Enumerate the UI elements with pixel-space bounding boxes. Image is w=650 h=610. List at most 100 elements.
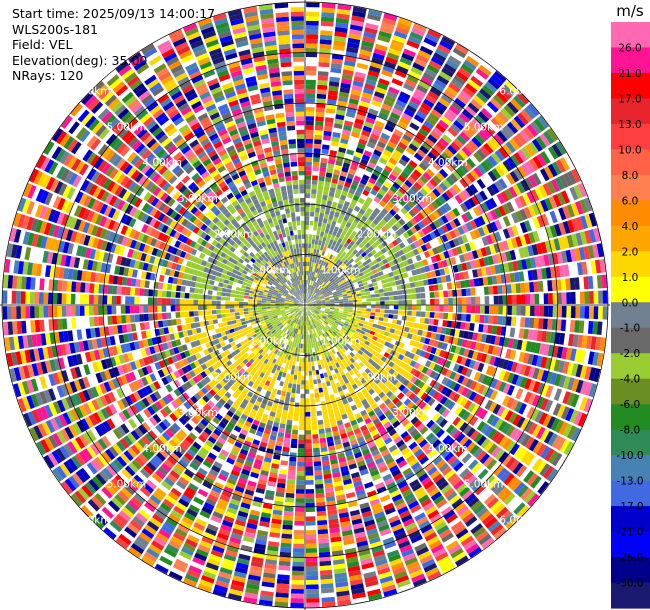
velocity-gate xyxy=(412,62,425,72)
velocity-gate xyxy=(318,240,322,246)
velocity-gate xyxy=(306,561,318,567)
velocity-gate xyxy=(435,428,445,438)
velocity-gate xyxy=(571,233,579,247)
velocity-gate xyxy=(315,309,321,312)
velocity-gate xyxy=(547,433,558,447)
velocity-gate xyxy=(373,453,382,461)
velocity-gate xyxy=(324,319,329,324)
velocity-gate xyxy=(328,355,333,362)
velocity-gate xyxy=(400,348,407,356)
velocity-gate xyxy=(329,365,334,371)
velocity-gate xyxy=(510,361,518,373)
velocity-gate xyxy=(417,221,425,229)
velocity-gate xyxy=(306,25,319,31)
velocity-gate xyxy=(490,480,503,493)
velocity-gate xyxy=(403,434,412,443)
velocity-gate xyxy=(403,204,412,212)
velocity-gate xyxy=(316,230,321,236)
velocity-gate xyxy=(557,360,566,373)
velocity-gate xyxy=(588,212,597,227)
velocity-gate xyxy=(351,15,365,23)
velocity-gate xyxy=(294,365,299,371)
velocity-gate xyxy=(330,303,335,305)
velocity-gate xyxy=(343,311,348,314)
velocity-gate xyxy=(330,287,336,292)
velocity-gate xyxy=(362,429,370,436)
velocity-gate xyxy=(588,229,597,243)
velocity-gate xyxy=(305,120,314,126)
velocity-gate xyxy=(193,496,204,506)
velocity-gate xyxy=(375,256,382,263)
velocity-gate xyxy=(305,430,312,435)
velocity-gate xyxy=(499,87,512,100)
velocity-gate xyxy=(313,312,317,317)
velocity-gate xyxy=(317,292,322,296)
velocity-gate xyxy=(465,261,472,270)
velocity-gate xyxy=(513,95,526,108)
velocity-gate xyxy=(421,273,428,280)
velocity-gate xyxy=(439,268,446,276)
velocity-gate xyxy=(428,388,437,397)
velocity-gate xyxy=(543,130,555,145)
velocity-gate xyxy=(532,441,543,454)
velocity-gate xyxy=(512,184,522,196)
velocity-gate xyxy=(305,348,308,353)
velocity-gate xyxy=(414,378,422,387)
velocity-gate xyxy=(319,269,323,275)
velocity-gate xyxy=(408,276,415,283)
velocity-gate xyxy=(543,293,549,304)
velocity-gate xyxy=(314,272,318,278)
velocity-gate xyxy=(310,285,314,291)
velocity-gate xyxy=(465,288,471,296)
velocity-gate xyxy=(413,465,424,475)
velocity-gate xyxy=(343,259,349,265)
velocity-gate xyxy=(381,417,389,425)
velocity-gate xyxy=(317,378,322,384)
velocity-gate xyxy=(577,412,587,427)
velocity-gate xyxy=(311,286,315,291)
velocity-gate xyxy=(451,354,459,363)
velocity-gate xyxy=(328,283,333,288)
velocity-gate xyxy=(500,252,508,263)
velocity-gate xyxy=(438,155,448,165)
velocity-gate xyxy=(414,370,422,378)
velocity-gate xyxy=(550,266,556,279)
velocity-gate xyxy=(352,179,360,187)
velocity-gate xyxy=(482,225,490,235)
velocity-gate xyxy=(575,306,581,319)
velocity-gate xyxy=(485,334,492,344)
velocity-gate xyxy=(449,230,457,239)
velocity-gate xyxy=(305,84,316,90)
velocity-gate xyxy=(367,13,381,22)
velocity-gate xyxy=(395,178,404,187)
velocity-gate xyxy=(371,99,382,108)
velocity-gate xyxy=(330,224,335,231)
velocity-gate xyxy=(503,262,510,273)
velocity-gate xyxy=(457,297,463,305)
velocity-gate xyxy=(590,336,597,350)
velocity-gate xyxy=(316,249,320,255)
velocity-gate xyxy=(366,74,378,82)
velocity-gate xyxy=(347,271,353,277)
velocity-gate xyxy=(428,318,434,325)
velocity-gate xyxy=(419,175,429,184)
velocity-gate xyxy=(510,118,522,131)
velocity-gate xyxy=(566,306,572,318)
velocity-gate xyxy=(348,188,356,195)
velocity-gate xyxy=(471,462,482,474)
velocity-gate xyxy=(308,266,311,272)
velocity-gate xyxy=(343,124,352,132)
velocity-gate xyxy=(380,356,387,363)
velocity-gate xyxy=(445,59,459,70)
velocity-gate xyxy=(427,325,434,332)
velocity-gate xyxy=(334,26,348,33)
velocity-gate xyxy=(531,354,539,366)
velocity-gate xyxy=(520,487,533,501)
velocity-gate xyxy=(301,375,305,381)
velocity-gate xyxy=(470,430,480,441)
velocity-gate xyxy=(285,497,295,503)
velocity-gate xyxy=(337,238,343,244)
velocity-gate xyxy=(355,432,363,439)
velocity-gate xyxy=(449,173,459,183)
velocity-gate xyxy=(370,133,380,141)
